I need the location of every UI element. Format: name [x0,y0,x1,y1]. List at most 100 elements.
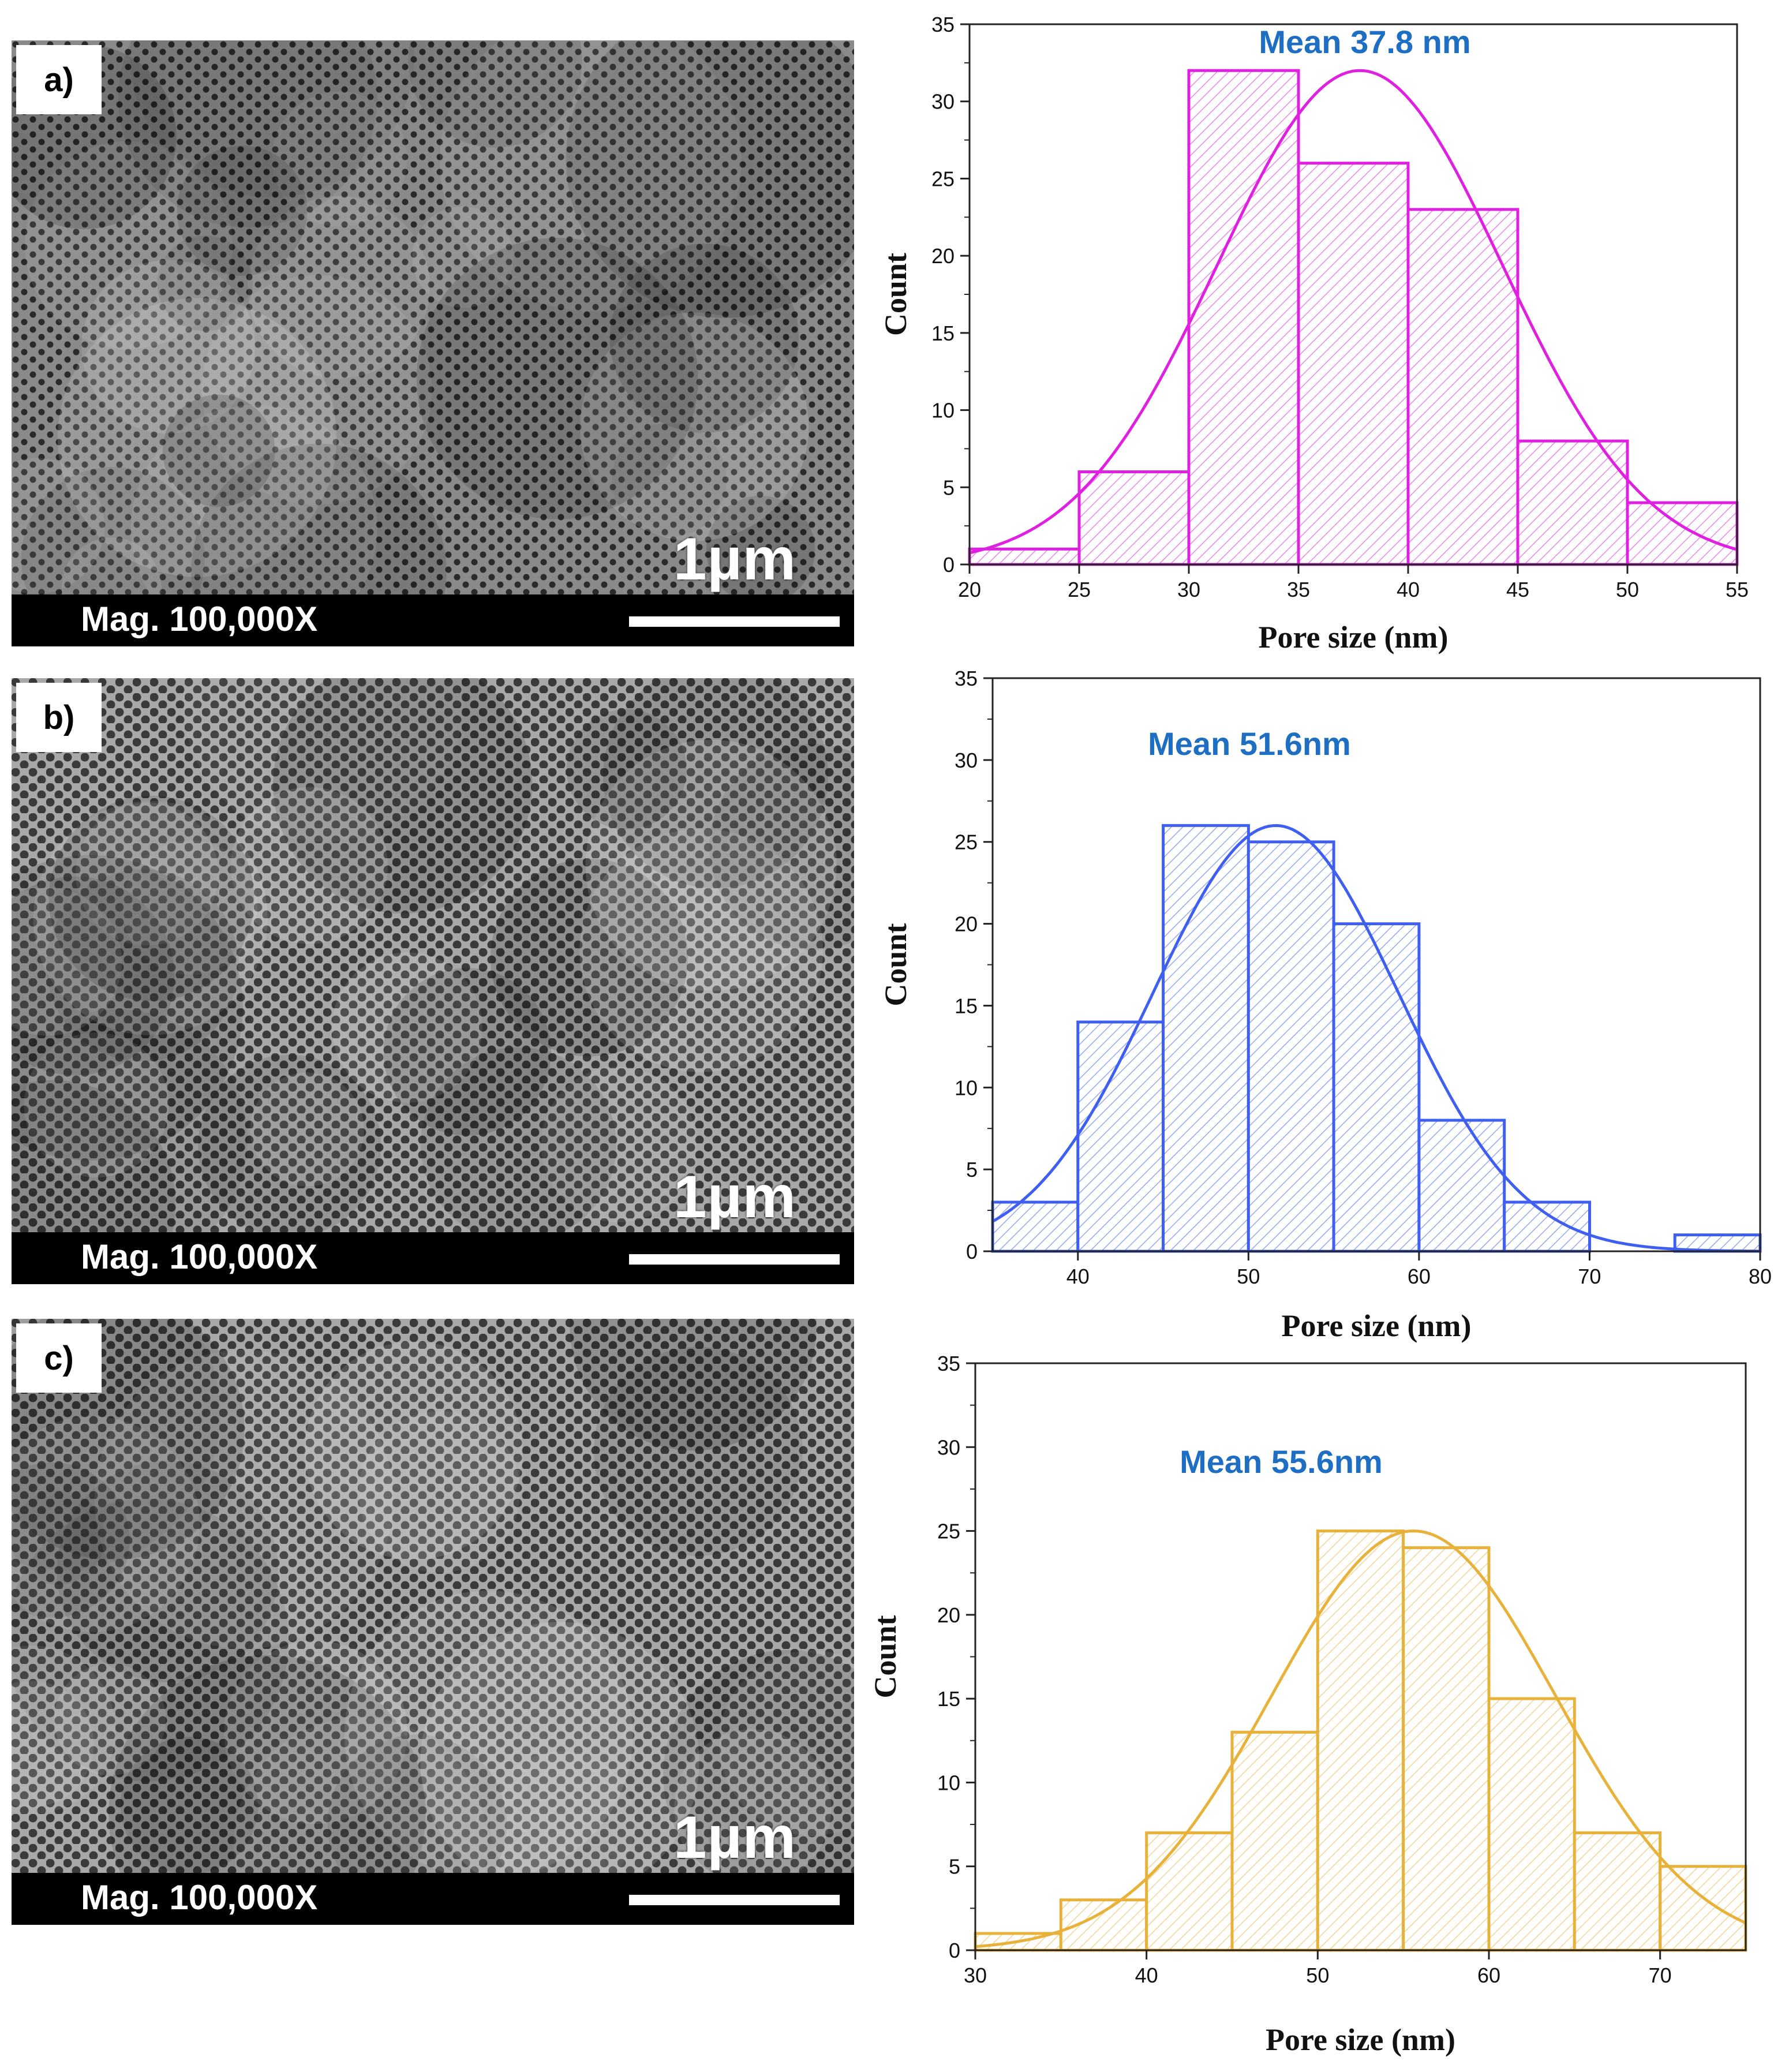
histogram-bar [1145,1831,1234,1952]
texture-blotch [674,1729,832,1873]
histogram-bar [1230,1730,1319,1952]
texture-blotch [162,394,275,507]
sem-image-a: a) 1µm Mag. 100,000X [12,40,854,646]
texture-blotch [191,443,447,594]
x-tick-label: 55 [1726,578,1749,601]
y-tick-label: 30 [955,749,978,772]
micrograph-c [12,1319,854,1873]
histogram-bar [1626,501,1739,566]
y-tick-label: 25 [937,1520,960,1543]
texture-blotch [21,467,205,594]
texture-blotch [420,1047,616,1232]
y-tick-label: 35 [937,1352,960,1375]
texture-blotch [201,275,432,506]
micrograph-b [12,678,854,1232]
y-axis-label: Count [868,1615,903,1698]
y-tick-label: 30 [931,90,955,114]
histogram-bar [1503,1200,1591,1253]
texture-blotch [81,260,255,434]
histogram-bar [1316,1529,1405,1952]
y-tick-label: 0 [949,1939,960,1962]
x-tick-label: 40 [1397,578,1420,601]
texture-blotch [130,405,377,594]
texture-blotch [76,802,219,945]
texture-blotch [248,196,430,379]
pore-texture [12,40,854,594]
texture-blotch [120,1737,259,1873]
texture-blotch [108,1655,426,1873]
texture-blotch [609,244,799,433]
x-tick-label: 80 [1749,1265,1772,1288]
texture-blotch [233,1717,488,1873]
texture-blotch [46,869,239,1062]
panel-label-b: b) [16,683,102,752]
x-tick-label: 60 [1477,1963,1500,1987]
texture-blotch [412,206,514,308]
x-tick-label: 70 [1649,1963,1672,1987]
mean-annotation: Mean 55.6nm [1180,1443,1383,1480]
texture-blotch [272,91,407,227]
texture-blotch [304,1341,523,1560]
y-tick-label: 35 [955,667,978,690]
texture-blotch [48,795,254,1001]
y-tick-label: 10 [931,399,955,422]
texture-blotch [273,678,533,914]
texture-blotch [612,422,727,537]
texture-blotch [585,739,837,991]
texture-blotch [130,40,414,198]
histogram-bar [968,547,1081,566]
texture-blotch [12,1490,105,1585]
y-tick-label: 20 [937,1603,960,1627]
y-tick-label: 0 [966,1240,978,1263]
histogram-bar [1247,840,1335,1253]
texture-blotch [541,1067,697,1222]
texture-blotch [250,1072,364,1187]
y-tick-label: 15 [937,1687,960,1711]
y-tick-label: 10 [955,1076,978,1099]
x-tick-label: 40 [1066,1265,1090,1288]
texture-blotch [580,312,809,541]
histogram-bar [1659,1865,1747,1952]
normal-fit-curve [991,824,1760,1253]
texture-blotch [416,238,698,519]
pore-texture [12,678,854,1232]
texture-blotch [709,744,854,950]
x-tick-label: 60 [1408,1265,1431,1288]
texture-blotch [440,40,742,312]
pore-texture [12,1319,854,1873]
x-tick-label: 35 [1287,578,1310,601]
texture-blotch [579,828,823,1072]
panel-label-a: a) [16,45,102,114]
x-axis-label: Pore size (nm) [1282,1308,1472,1343]
texture-blotch [603,678,828,888]
texture-blotch [57,1460,279,1682]
x-axis-label: Pore size (nm) [1259,620,1449,654]
magnification-text-a: Mag. 100,000X [81,600,318,638]
texture-blotch [327,1734,507,1873]
x-tick-label: 45 [1506,578,1529,601]
normal-fit-curve [969,69,1738,555]
texture-blotch [570,1319,817,1451]
histogram-bar [1406,208,1519,566]
texture-blotch [54,1663,166,1776]
texture-blotch [12,855,243,1161]
mean-annotation: Mean 51.6nm [1148,725,1351,762]
x-tick-label: 50 [1237,1265,1260,1288]
texture-blotch [61,537,162,594]
texture-blotch [24,1033,169,1177]
histogram-bar [1516,439,1629,566]
magnification-text-c: Mag. 100,000X [81,1878,318,1917]
texture-blotch [12,1080,176,1232]
texture-blotch [490,1751,635,1873]
magnification-text-b: Mag. 100,000X [81,1237,318,1276]
texture-blotch [12,458,104,594]
scale-text-a: 1µm [673,526,796,593]
texture-blotch [183,678,463,842]
texture-blotch [593,1347,803,1556]
histogram-bar [991,1200,1080,1253]
texture-blotch [157,235,253,331]
y-tick-label: 25 [955,831,978,854]
texture-blotch [12,887,122,1036]
texture-blotch [332,952,482,1103]
x-tick-label: 25 [1068,578,1091,601]
